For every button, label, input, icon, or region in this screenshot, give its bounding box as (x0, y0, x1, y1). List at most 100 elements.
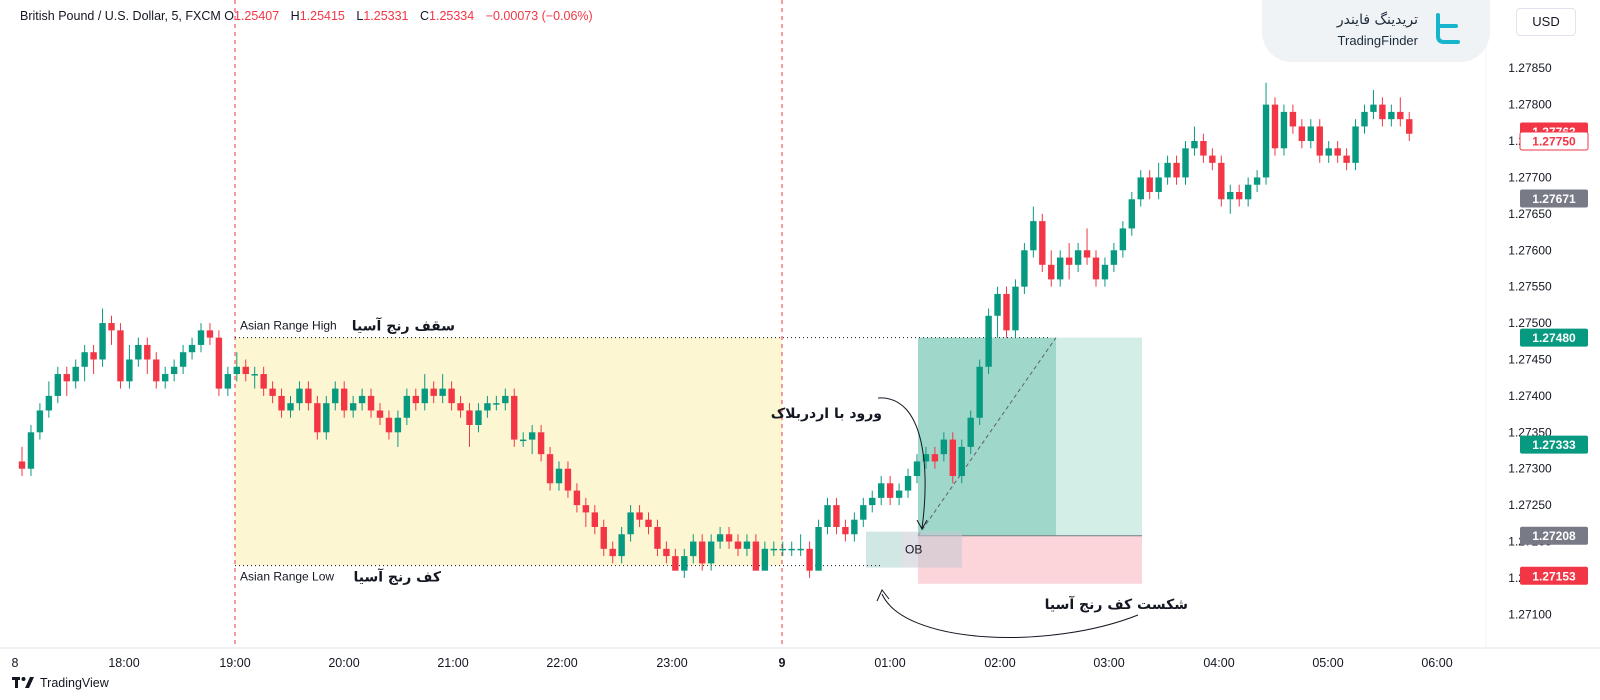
candle-body (645, 519, 652, 527)
candle (869, 490, 876, 513)
candle-body (1119, 228, 1127, 251)
candle (1236, 184, 1243, 207)
price-label-text: 1.27153 (1532, 569, 1576, 583)
y-tick-label: 1.27400 (1508, 389, 1552, 403)
candle (430, 381, 437, 404)
symbol-label[interactable]: British Pound / U.S. Dollar, 5, FXCM (20, 9, 221, 23)
candle (1379, 97, 1386, 127)
x-tick-label: 19:00 (219, 656, 250, 670)
candle-body (788, 548, 795, 551)
currency-button[interactable]: USD (1516, 8, 1576, 36)
candle (1110, 242, 1118, 273)
candle (1316, 119, 1323, 163)
candle-body (502, 395, 509, 404)
candle (851, 512, 858, 542)
price-label: 1.27153 (1520, 566, 1588, 585)
candle-body (287, 403, 294, 411)
candle-body (144, 344, 151, 360)
low-value: 1.25331 (363, 9, 409, 23)
candle-body (305, 388, 312, 404)
candle (752, 534, 760, 571)
candle (922, 446, 930, 469)
candle-body (1074, 250, 1082, 265)
candle-body (135, 344, 142, 360)
candle (448, 381, 455, 411)
x-tick-label: 04:00 (1203, 656, 1234, 670)
candle (609, 541, 616, 564)
candle-body (162, 374, 169, 382)
candle (1227, 184, 1234, 214)
candle-body (1101, 264, 1109, 280)
candle (1244, 177, 1252, 207)
candle (278, 388, 285, 418)
y-tick-label: 1.27300 (1508, 462, 1552, 476)
candle (457, 395, 464, 418)
x-tick-label: 18:00 (108, 656, 139, 670)
candle-body (895, 490, 903, 498)
candle-body (967, 417, 974, 447)
candle (806, 541, 813, 578)
candle-body (833, 505, 840, 527)
candle-body (1048, 264, 1055, 280)
candle-body (824, 505, 831, 527)
candle-body (63, 374, 70, 382)
candle (1039, 213, 1046, 273)
candle-body (681, 556, 688, 571)
candle-body (421, 388, 428, 404)
candle (1280, 104, 1288, 156)
candle-body (1370, 104, 1377, 112)
candle (162, 366, 169, 389)
candle (36, 403, 44, 440)
price-label-bg (1520, 435, 1588, 454)
candle-body (448, 388, 455, 404)
entry-annotation: ورود با اردربلاک (771, 406, 882, 422)
candle-body (752, 541, 760, 571)
y-tick-label: 1.27450 (1508, 352, 1552, 366)
entry-arrowhead (916, 519, 928, 531)
close-value: 1.25334 (429, 9, 475, 23)
candle (502, 388, 509, 411)
candle (770, 541, 777, 557)
candle (1155, 162, 1162, 200)
x-tick-label: 8 (12, 656, 19, 670)
candle-body (1334, 148, 1341, 156)
candle-body (564, 468, 572, 491)
candle (725, 526, 733, 549)
candle (1173, 155, 1180, 185)
candle-body (672, 556, 679, 571)
candle (1343, 148, 1350, 171)
candle (895, 483, 903, 506)
candle (144, 337, 151, 375)
candle-body (797, 548, 804, 551)
candle-body (376, 410, 384, 418)
candle-body (582, 505, 590, 513)
candle (81, 344, 88, 382)
candle (886, 476, 894, 506)
candle (206, 323, 214, 345)
candle (323, 395, 330, 440)
candle (1406, 111, 1413, 142)
candle-body (475, 410, 482, 426)
candle-body (913, 461, 921, 476)
candle-body (18, 461, 26, 469)
candle-body (72, 366, 79, 382)
candle-body (1039, 221, 1046, 265)
tradingview-brand[interactable]: TradingView (12, 676, 109, 690)
candle-body (511, 395, 518, 440)
candle-body (1379, 104, 1386, 120)
candle-body (1155, 177, 1162, 192)
change-value: −0.00073 (−0.06%) (485, 9, 593, 23)
candle (546, 446, 554, 491)
candle-body (367, 395, 375, 411)
candle (1137, 170, 1144, 207)
candle (305, 381, 312, 411)
candle (403, 388, 411, 426)
candle-body (815, 526, 822, 571)
candle-body (36, 410, 44, 433)
candle-body (1092, 257, 1100, 280)
candle-body (314, 403, 321, 433)
price-label: 1.27208 (1520, 526, 1588, 545)
candle (1119, 221, 1127, 258)
candle (528, 425, 536, 455)
